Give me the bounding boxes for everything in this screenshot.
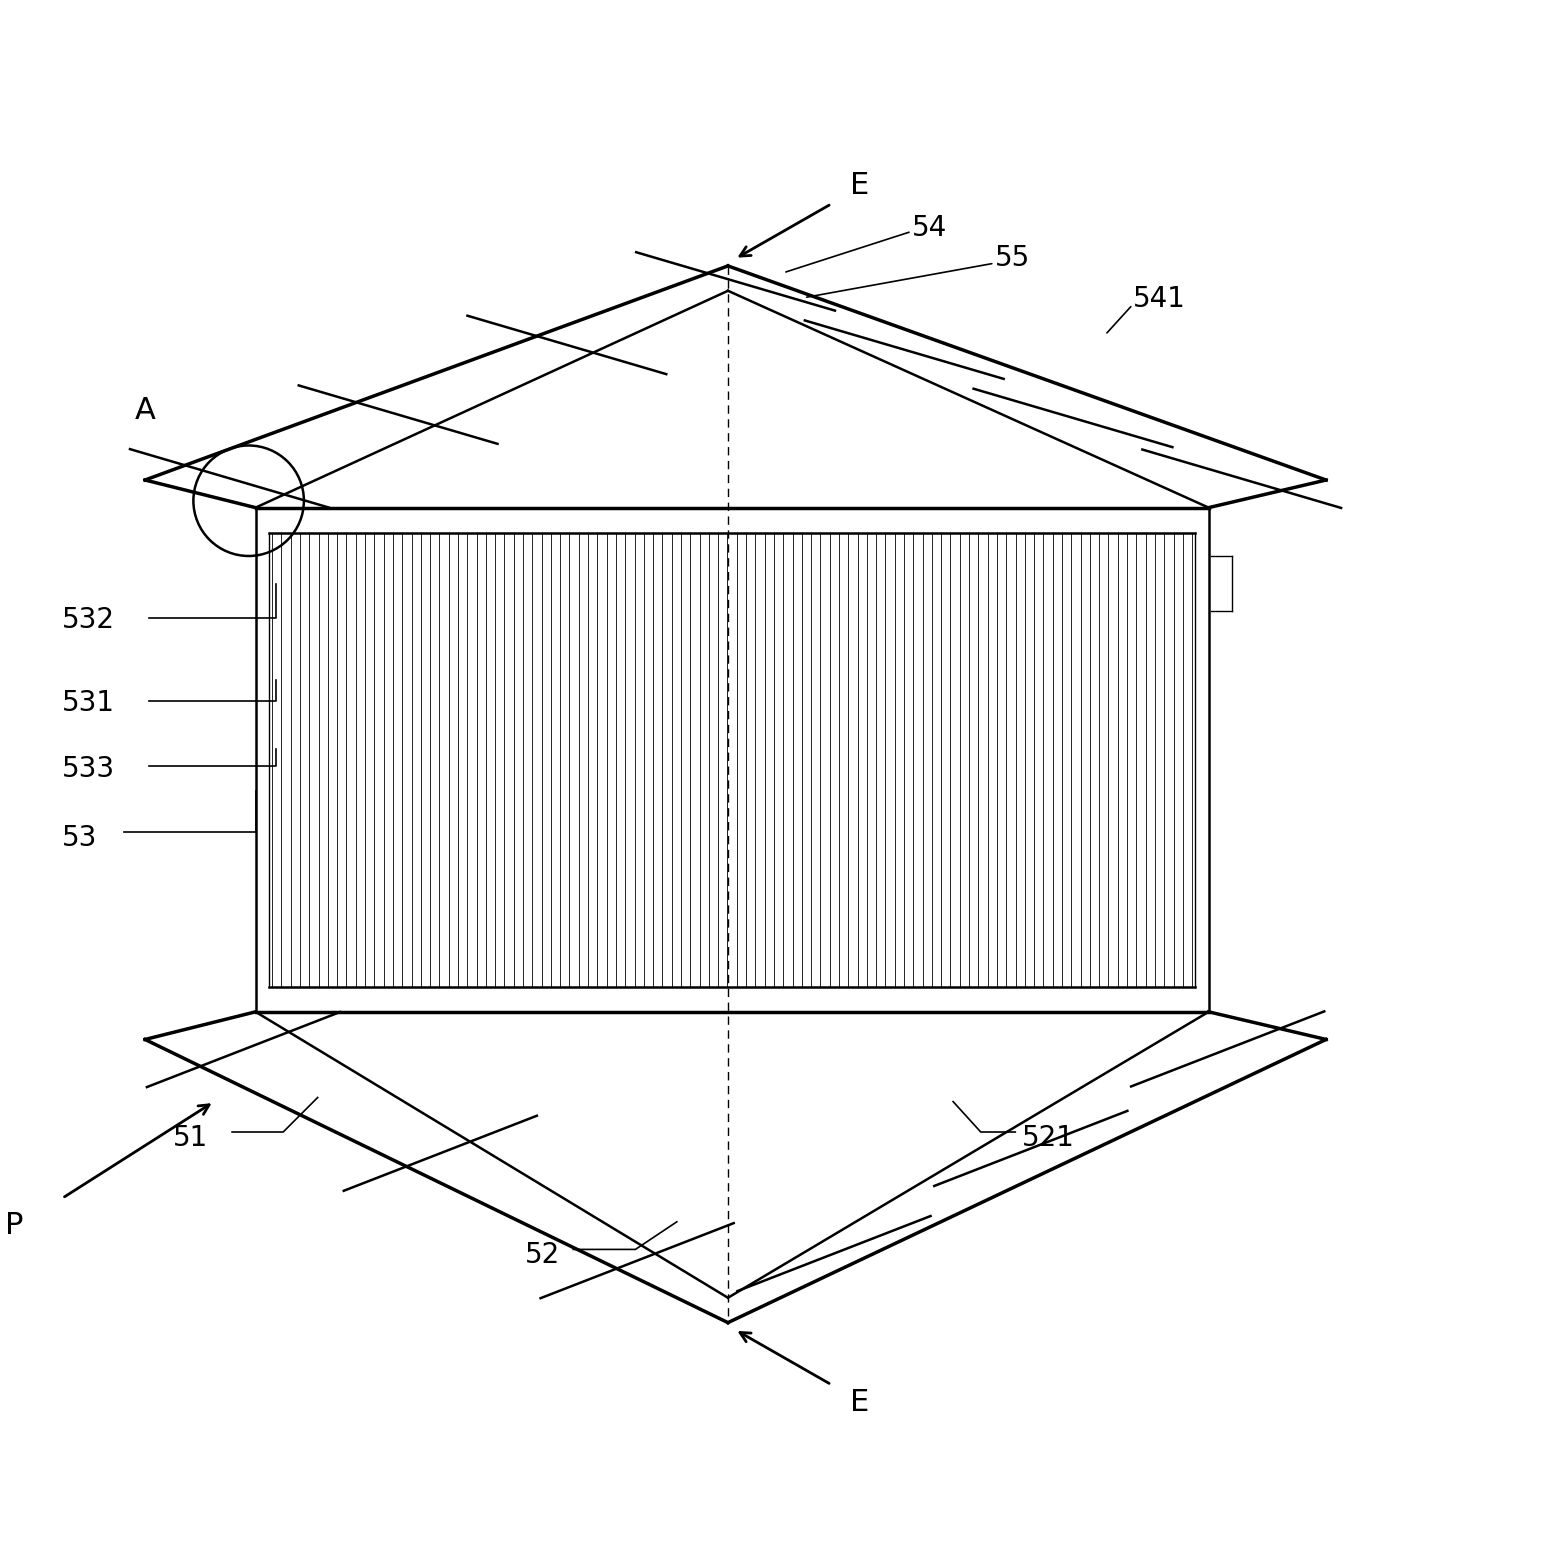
- Text: 54: 54: [911, 213, 947, 241]
- Text: 532: 532: [62, 606, 115, 634]
- Text: P: P: [5, 1212, 23, 1240]
- Text: 55: 55: [995, 244, 1030, 272]
- Text: 531: 531: [62, 688, 115, 716]
- Text: A: A: [134, 396, 156, 426]
- Text: 52: 52: [524, 1242, 560, 1270]
- Text: 533: 533: [62, 755, 115, 783]
- Text: 521: 521: [1022, 1124, 1075, 1152]
- Text: 53: 53: [62, 824, 98, 852]
- Text: 541: 541: [1133, 286, 1186, 314]
- Text: E: E: [850, 1388, 869, 1417]
- Text: E: E: [850, 171, 869, 200]
- Text: 51: 51: [173, 1124, 207, 1152]
